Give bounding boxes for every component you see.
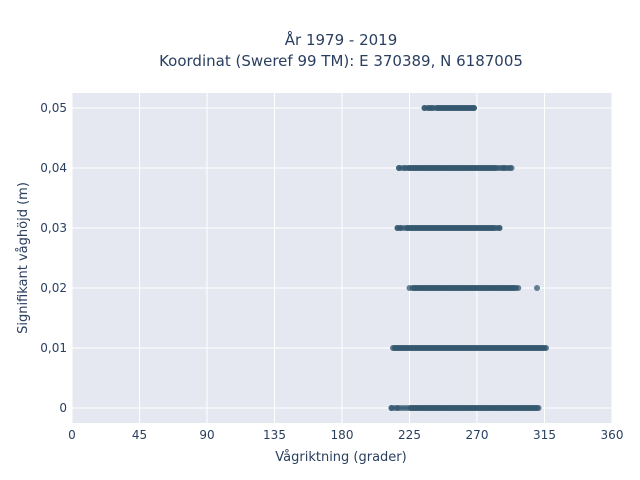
- y-tick-label: 0,05: [40, 101, 67, 115]
- y-tick-label: 0,03: [40, 221, 67, 235]
- y-tick-label: 0,01: [40, 341, 67, 355]
- y-tick-label: 0,04: [40, 161, 67, 175]
- x-tick-label: 0: [68, 428, 76, 442]
- data-point: [409, 285, 416, 291]
- x-tick-label: 315: [533, 428, 556, 442]
- data-point: [394, 405, 401, 411]
- y-axis-label: Signifikant våghöjd (m): [16, 182, 31, 334]
- data-point: [501, 165, 507, 171]
- data-point: [388, 405, 395, 411]
- x-tick-label: 225: [398, 428, 421, 442]
- data-point: [534, 285, 540, 291]
- y-tick-label: 0: [59, 401, 67, 415]
- x-tick-label: 90: [199, 428, 214, 442]
- data-point: [496, 225, 503, 231]
- x-tick-label: 135: [263, 428, 286, 442]
- chart-title-line1: År 1979 - 2019: [285, 30, 398, 49]
- data-point: [397, 225, 404, 231]
- data-point: [390, 345, 396, 351]
- data-markers: [388, 105, 549, 411]
- data-point: [421, 105, 428, 111]
- data-point: [535, 405, 542, 411]
- chart-title-line2: Koordinat (Sweref 99 TM): E 370389, N 61…: [159, 52, 523, 70]
- x-tick-label: 360: [601, 428, 624, 442]
- x-tick-label: 180: [331, 428, 354, 442]
- x-tick-label: 270: [466, 428, 489, 442]
- x-axis-ticks: 0 45 90 135 180 225 270 315 360: [68, 428, 623, 442]
- data-point: [429, 105, 435, 111]
- data-point: [508, 165, 515, 171]
- x-axis-label: Vågriktning (grader): [275, 450, 406, 465]
- data-point: [471, 105, 477, 111]
- data-point: [543, 345, 549, 351]
- data-point: [406, 405, 413, 411]
- data-point: [515, 285, 522, 291]
- y-axis-ticks: 0 0,01 0,02 0,03 0,04 0,05: [40, 101, 67, 415]
- data-point: [402, 165, 408, 171]
- x-tick-label: 45: [132, 428, 147, 442]
- data-point: [396, 165, 402, 171]
- y-tick-label: 0,02: [40, 281, 67, 295]
